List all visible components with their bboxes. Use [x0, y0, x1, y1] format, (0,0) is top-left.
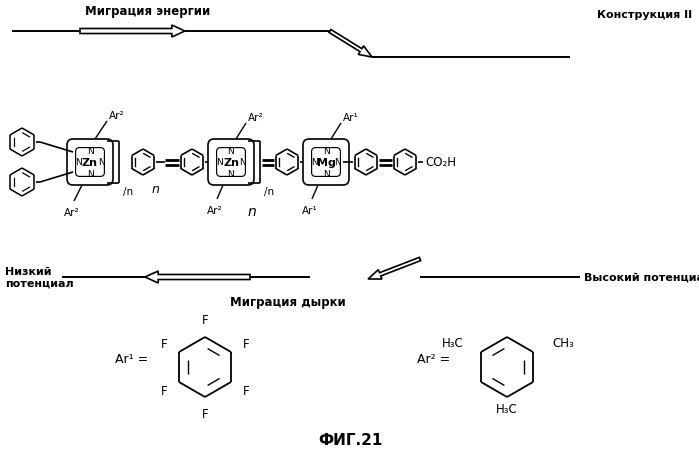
Text: N: N	[98, 158, 105, 167]
FancyBboxPatch shape	[303, 140, 349, 186]
Text: Ar²: Ar²	[248, 113, 264, 123]
Text: N: N	[312, 158, 318, 167]
Polygon shape	[368, 258, 421, 279]
Text: Zn: Zn	[82, 157, 98, 167]
Text: F: F	[202, 408, 208, 420]
Text: F: F	[243, 384, 249, 397]
Text: Высокий потенциал: Высокий потенциал	[584, 273, 699, 283]
FancyBboxPatch shape	[67, 140, 113, 186]
FancyBboxPatch shape	[217, 148, 245, 177]
Text: F: F	[161, 337, 168, 350]
Text: Ar²: Ar²	[64, 207, 80, 217]
Text: Zn: Zn	[223, 157, 239, 167]
Text: F: F	[243, 337, 249, 350]
Text: N: N	[334, 158, 340, 167]
Text: /n: /n	[123, 187, 133, 197]
Text: CO₂H: CO₂H	[425, 156, 456, 169]
Text: N: N	[75, 158, 82, 167]
Text: N: N	[228, 169, 234, 178]
Text: F: F	[202, 314, 208, 327]
FancyBboxPatch shape	[312, 148, 340, 177]
Text: Ar²: Ar²	[207, 206, 223, 216]
Polygon shape	[145, 271, 250, 283]
Text: Конструкция II: Конструкция II	[597, 10, 692, 20]
Text: CH₃: CH₃	[552, 337, 574, 350]
Text: N: N	[323, 147, 329, 156]
FancyBboxPatch shape	[208, 140, 254, 186]
Text: N: N	[323, 169, 329, 178]
FancyBboxPatch shape	[75, 148, 104, 177]
Text: Ar¹: Ar¹	[343, 113, 359, 123]
Text: n: n	[152, 182, 160, 196]
Text: /n: /n	[264, 187, 274, 197]
Text: Ar¹: Ar¹	[302, 206, 318, 216]
Text: Низкий
потенциал: Низкий потенциал	[5, 267, 73, 288]
Text: Ar²: Ar²	[109, 111, 124, 121]
Polygon shape	[80, 26, 185, 38]
Text: Mg: Mg	[317, 157, 336, 167]
Text: ФИГ.21: ФИГ.21	[318, 432, 382, 447]
Text: N: N	[217, 158, 223, 167]
Text: N: N	[228, 147, 234, 156]
Text: N: N	[87, 169, 94, 178]
Polygon shape	[329, 30, 372, 58]
Text: N: N	[239, 158, 245, 167]
Text: F: F	[161, 384, 168, 397]
Text: Ar² =: Ar² =	[417, 353, 450, 366]
Text: Ar¹ =: Ar¹ =	[115, 353, 148, 366]
Text: N: N	[87, 147, 94, 156]
Text: Миграция энергии: Миграция энергии	[85, 5, 210, 18]
Text: n: n	[247, 205, 257, 218]
Text: H₃C: H₃C	[496, 402, 518, 415]
Text: Миграция дырки: Миграция дырки	[230, 295, 346, 308]
Text: H₃C: H₃C	[442, 337, 463, 350]
